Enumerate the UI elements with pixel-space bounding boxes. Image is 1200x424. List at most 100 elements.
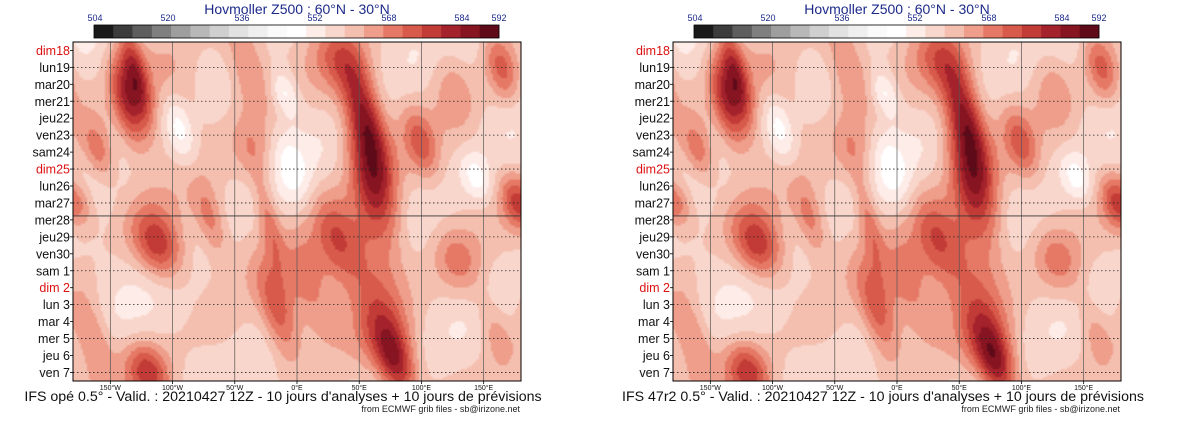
colorbar-tick-label: 568 bbox=[381, 13, 396, 23]
date-label: ven23 bbox=[636, 129, 670, 143]
colorbar-swatch bbox=[829, 25, 849, 38]
hovmoller-chart: Hovmoller Z500 : 60°N - 30°N 504 520 536 552… bbox=[622, 1, 1144, 414]
colorbar-frame bbox=[693, 24, 1100, 39]
colorbar-swatch bbox=[209, 25, 230, 38]
colorbar-swatch bbox=[151, 25, 172, 38]
colorbar-swatch bbox=[344, 25, 365, 38]
colorbar-swatch bbox=[364, 25, 384, 38]
colorbar-swatch bbox=[325, 25, 346, 38]
date-label: ven30 bbox=[636, 247, 670, 261]
longitude-label: 150°W bbox=[100, 384, 121, 392]
date-label: jeu29 bbox=[638, 230, 670, 244]
colorbar-swatch bbox=[1041, 25, 1061, 38]
date-label: ven 7 bbox=[39, 366, 70, 380]
date-label: jeu22 bbox=[38, 112, 70, 126]
colorbar-swatch bbox=[790, 25, 811, 38]
colorbar-tick-label: 568 bbox=[981, 13, 996, 23]
colorbar-swatch bbox=[286, 25, 307, 38]
colorbar: 504 520 536 552 568 584 592 bbox=[87, 13, 507, 39]
hovmoller-chart: Hovmoller Z500 : 60°N - 30°N 504 520 536 552… bbox=[24, 1, 541, 414]
date-label: dim25 bbox=[636, 163, 670, 177]
credit-text: from ECMWF grib files - sb@irizone.net bbox=[361, 404, 520, 414]
date-label: mer28 bbox=[635, 213, 670, 227]
colorbar-swatch bbox=[964, 25, 984, 38]
longitude-label: 0°E bbox=[291, 384, 303, 392]
colorbar-swatch bbox=[925, 25, 946, 38]
y-axis-labels: dim18 lun19 mar20 mer21 jeu22 ven23 sam24 dim25… bbox=[632, 44, 673, 380]
colorbar-frame bbox=[93, 24, 500, 39]
longitude-label: 100°W bbox=[162, 384, 183, 392]
colorbar-swatch bbox=[1079, 25, 1100, 38]
date-label: mer 5 bbox=[38, 332, 70, 346]
date-label: jeu 6 bbox=[642, 349, 670, 363]
colorbar-tick-label: 536 bbox=[834, 13, 849, 23]
colorbar: 504 520 536 552 568 584 592 bbox=[687, 13, 1107, 39]
colorbar-swatch bbox=[867, 25, 888, 38]
longitude-label: 100°W bbox=[762, 384, 783, 392]
date-label: mer21 bbox=[635, 95, 670, 109]
colorbar-swatch bbox=[732, 25, 753, 38]
date-label: lun 3 bbox=[43, 298, 70, 312]
x-axis-labels: 150°W 100°W 50°W 0°E 50°E 100°E 150°E bbox=[100, 381, 494, 392]
longitude-label: 100°E bbox=[412, 384, 431, 392]
date-label: lun19 bbox=[39, 61, 70, 75]
colorbar-swatch bbox=[248, 25, 268, 38]
colorbar-swatch bbox=[441, 25, 461, 38]
colorbar-swatch bbox=[421, 25, 442, 38]
date-label: sam 1 bbox=[636, 264, 670, 278]
longitude-label: 150°E bbox=[1074, 384, 1093, 392]
colorbar-swatch bbox=[906, 25, 926, 38]
colorbar-swatch bbox=[460, 25, 481, 38]
longitude-label: 0°E bbox=[891, 384, 903, 392]
date-label: dim 2 bbox=[639, 281, 670, 295]
colorbar-tick-label: 520 bbox=[760, 13, 775, 23]
colorbar-tick-label: 584 bbox=[454, 13, 469, 23]
longitude-label: 150°W bbox=[700, 384, 721, 392]
colorbar-tick-label: 552 bbox=[307, 13, 322, 23]
colorbar-swatch bbox=[809, 25, 830, 38]
colorbar-swatch bbox=[694, 25, 714, 38]
colorbar-swatch bbox=[944, 25, 965, 38]
colorbar-swatch bbox=[132, 25, 153, 38]
date-label: ven23 bbox=[36, 129, 70, 143]
colorbar-tick-label: 592 bbox=[491, 13, 506, 23]
colorbar-swatch bbox=[267, 25, 288, 38]
hovmoller-panel-right: Hovmoller Z500 : 60°N - 30°N 504 520 536 552… bbox=[600, 0, 1200, 424]
colorbar-swatch bbox=[713, 25, 733, 38]
date-label: sam24 bbox=[32, 146, 70, 160]
longitude-label: 50°E bbox=[952, 384, 968, 392]
colorbar-swatch bbox=[1021, 25, 1042, 38]
colorbar-tick-label: 520 bbox=[160, 13, 175, 23]
hovmoller-panel-left: Hovmoller Z500 : 60°N - 30°N 504 520 536 552… bbox=[24, 1, 541, 414]
colorbar-tick-label: 504 bbox=[687, 13, 702, 23]
colorbar-swatch bbox=[886, 25, 907, 38]
date-label: sam24 bbox=[632, 146, 670, 160]
date-label: mar20 bbox=[35, 78, 70, 92]
colorbar-tick-label: 504 bbox=[87, 13, 102, 23]
date-label: dim18 bbox=[636, 44, 670, 58]
date-label: mar20 bbox=[635, 78, 670, 92]
date-label: lun 3 bbox=[643, 298, 670, 312]
date-label: sam 1 bbox=[36, 264, 70, 278]
longitude-label: 50°W bbox=[226, 384, 244, 392]
colorbar-swatch bbox=[1002, 25, 1023, 38]
date-label: mar27 bbox=[635, 196, 670, 210]
x-axis-labels: 150°W 100°W 50°W 0°E 50°E 100°E 150°E bbox=[700, 381, 1094, 392]
date-label: mar 4 bbox=[638, 315, 670, 329]
colorbar-swatch bbox=[983, 25, 1003, 38]
colorbar-swatch bbox=[190, 25, 211, 38]
date-label: mar27 bbox=[35, 196, 70, 210]
chart-caption: IFS opé 0.5° - Valid. : 20210427 12Z - 1… bbox=[24, 389, 541, 405]
longitude-label: 150°E bbox=[474, 384, 493, 392]
colorbar-swatch bbox=[113, 25, 133, 38]
colorbar-swatch bbox=[1060, 25, 1081, 38]
colorbar-swatch bbox=[94, 25, 114, 38]
chart-title: Hovmoller Z500 : 60°N - 30°N bbox=[804, 1, 990, 17]
colorbar-swatch bbox=[771, 25, 791, 38]
colorbar-swatch bbox=[383, 25, 403, 38]
colorbar-tick-label: 592 bbox=[1091, 13, 1106, 23]
date-label: dim18 bbox=[36, 44, 70, 58]
colorbar-swatch bbox=[229, 25, 249, 38]
date-label: ven 7 bbox=[639, 366, 670, 380]
colorbar-swatch bbox=[479, 25, 500, 38]
